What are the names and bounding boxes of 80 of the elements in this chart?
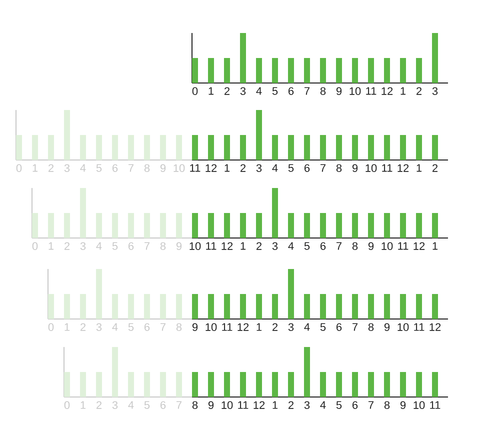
x-tick-label: 11 <box>238 401 248 409</box>
x-tick-label: 3 <box>288 323 294 331</box>
x-tick-label: 11 <box>366 87 376 95</box>
x-tick-label: 8 <box>336 164 342 172</box>
x-tick-label: 2 <box>288 401 294 409</box>
x-tick-label: 12 <box>238 323 249 331</box>
x-tick-label: 7 <box>320 164 326 172</box>
x-tick-label: 9 <box>336 87 342 95</box>
x-tick-label: 4 <box>304 323 310 331</box>
x-tick-label: 5 <box>272 87 278 95</box>
x-tick-label: 9 <box>400 401 406 409</box>
x-tick-label: 10 <box>414 401 425 409</box>
x-tick-label: 2 <box>224 87 230 95</box>
x-tick-label: 2 <box>256 242 262 250</box>
x-tick-label: 2 <box>272 323 278 331</box>
x-tick-label: 11 <box>222 323 232 331</box>
x-tick-label: 10 <box>222 401 233 409</box>
x-tick-label: 12 <box>206 164 217 172</box>
x-tick-label: 5 <box>320 323 326 331</box>
x-tick-label: 1 <box>432 242 438 250</box>
x-tick-label: 1 <box>272 401 278 409</box>
x-tick-label: 6 <box>336 323 342 331</box>
x-tick-label: 9 <box>208 401 214 409</box>
x-tick-label: 1 <box>208 87 214 95</box>
x-tick-label: 2 <box>432 164 438 172</box>
x-tick-label: 12 <box>254 401 265 409</box>
x-tick-label: 12 <box>222 242 233 250</box>
x-tick-label: 7 <box>336 242 342 250</box>
x-tick-label: 5 <box>304 242 310 250</box>
x-tick-label: 10 <box>206 323 217 331</box>
x-tick-label: 1 <box>256 323 262 331</box>
x-tick-label: 10 <box>382 242 393 250</box>
x-tick-label: 4 <box>288 242 294 250</box>
x-tick-label: 6 <box>288 87 294 95</box>
x-tick-label: 6 <box>320 242 326 250</box>
x-tick-label: 1 <box>416 164 422 172</box>
x-tick-label: 12 <box>398 164 409 172</box>
x-tick-label: 5 <box>288 164 294 172</box>
x-tick-label: 9 <box>192 323 198 331</box>
x-tick-label: 4 <box>256 87 262 95</box>
x-tick-label: 10 <box>350 87 361 95</box>
x-tick-label: 1 <box>240 242 246 250</box>
x-tick-label: 4 <box>272 164 278 172</box>
x-tick-label: 1 <box>400 87 406 95</box>
x-tick-label: 3 <box>304 401 310 409</box>
x-tick-label: 1 <box>224 164 230 172</box>
x-tick-label: 8 <box>352 242 358 250</box>
x-tick-label: 8 <box>368 323 374 331</box>
x-tick-label: 7 <box>304 87 310 95</box>
x-tick-label: 12 <box>382 87 393 95</box>
x-tick-label: 3 <box>272 242 278 250</box>
x-tick-label: 3 <box>432 87 438 95</box>
x-tick-label: 3 <box>240 87 246 95</box>
x-tick-label: 11 <box>430 401 440 409</box>
x-tick-label: 10 <box>190 242 201 250</box>
x-tick-label: 6 <box>304 164 310 172</box>
x-tick-label: 3 <box>256 164 262 172</box>
x-tick-label: 2 <box>416 87 422 95</box>
x-tick-label: 7 <box>368 401 374 409</box>
x-tick-label: 7 <box>352 323 358 331</box>
x-tick-label: 9 <box>384 323 390 331</box>
x-tick-label: 8 <box>384 401 390 409</box>
x-tick-label: 4 <box>320 401 326 409</box>
x-tick-label: 11 <box>190 164 200 172</box>
x-tick-label: 9 <box>368 242 374 250</box>
x-tick-label: 12 <box>414 242 425 250</box>
x-tick-label: 5 <box>336 401 342 409</box>
x-tick-label: 10 <box>398 323 409 331</box>
x-tick-label: 6 <box>352 401 358 409</box>
x-tick-label: 12 <box>430 323 441 331</box>
x-tick-label: 11 <box>398 242 408 250</box>
x-tick-label: 11 <box>414 323 424 331</box>
x-tick-label: 9 <box>352 164 358 172</box>
x-tick-label: 0 <box>192 87 198 95</box>
x-tick-label: 11 <box>382 164 392 172</box>
x-tick-label: 8 <box>320 87 326 95</box>
x-tick-label: 8 <box>192 401 198 409</box>
x-tick-label: 10 <box>366 164 377 172</box>
x-tick-label: 2 <box>240 164 246 172</box>
x-tick-label: 11 <box>206 242 216 250</box>
